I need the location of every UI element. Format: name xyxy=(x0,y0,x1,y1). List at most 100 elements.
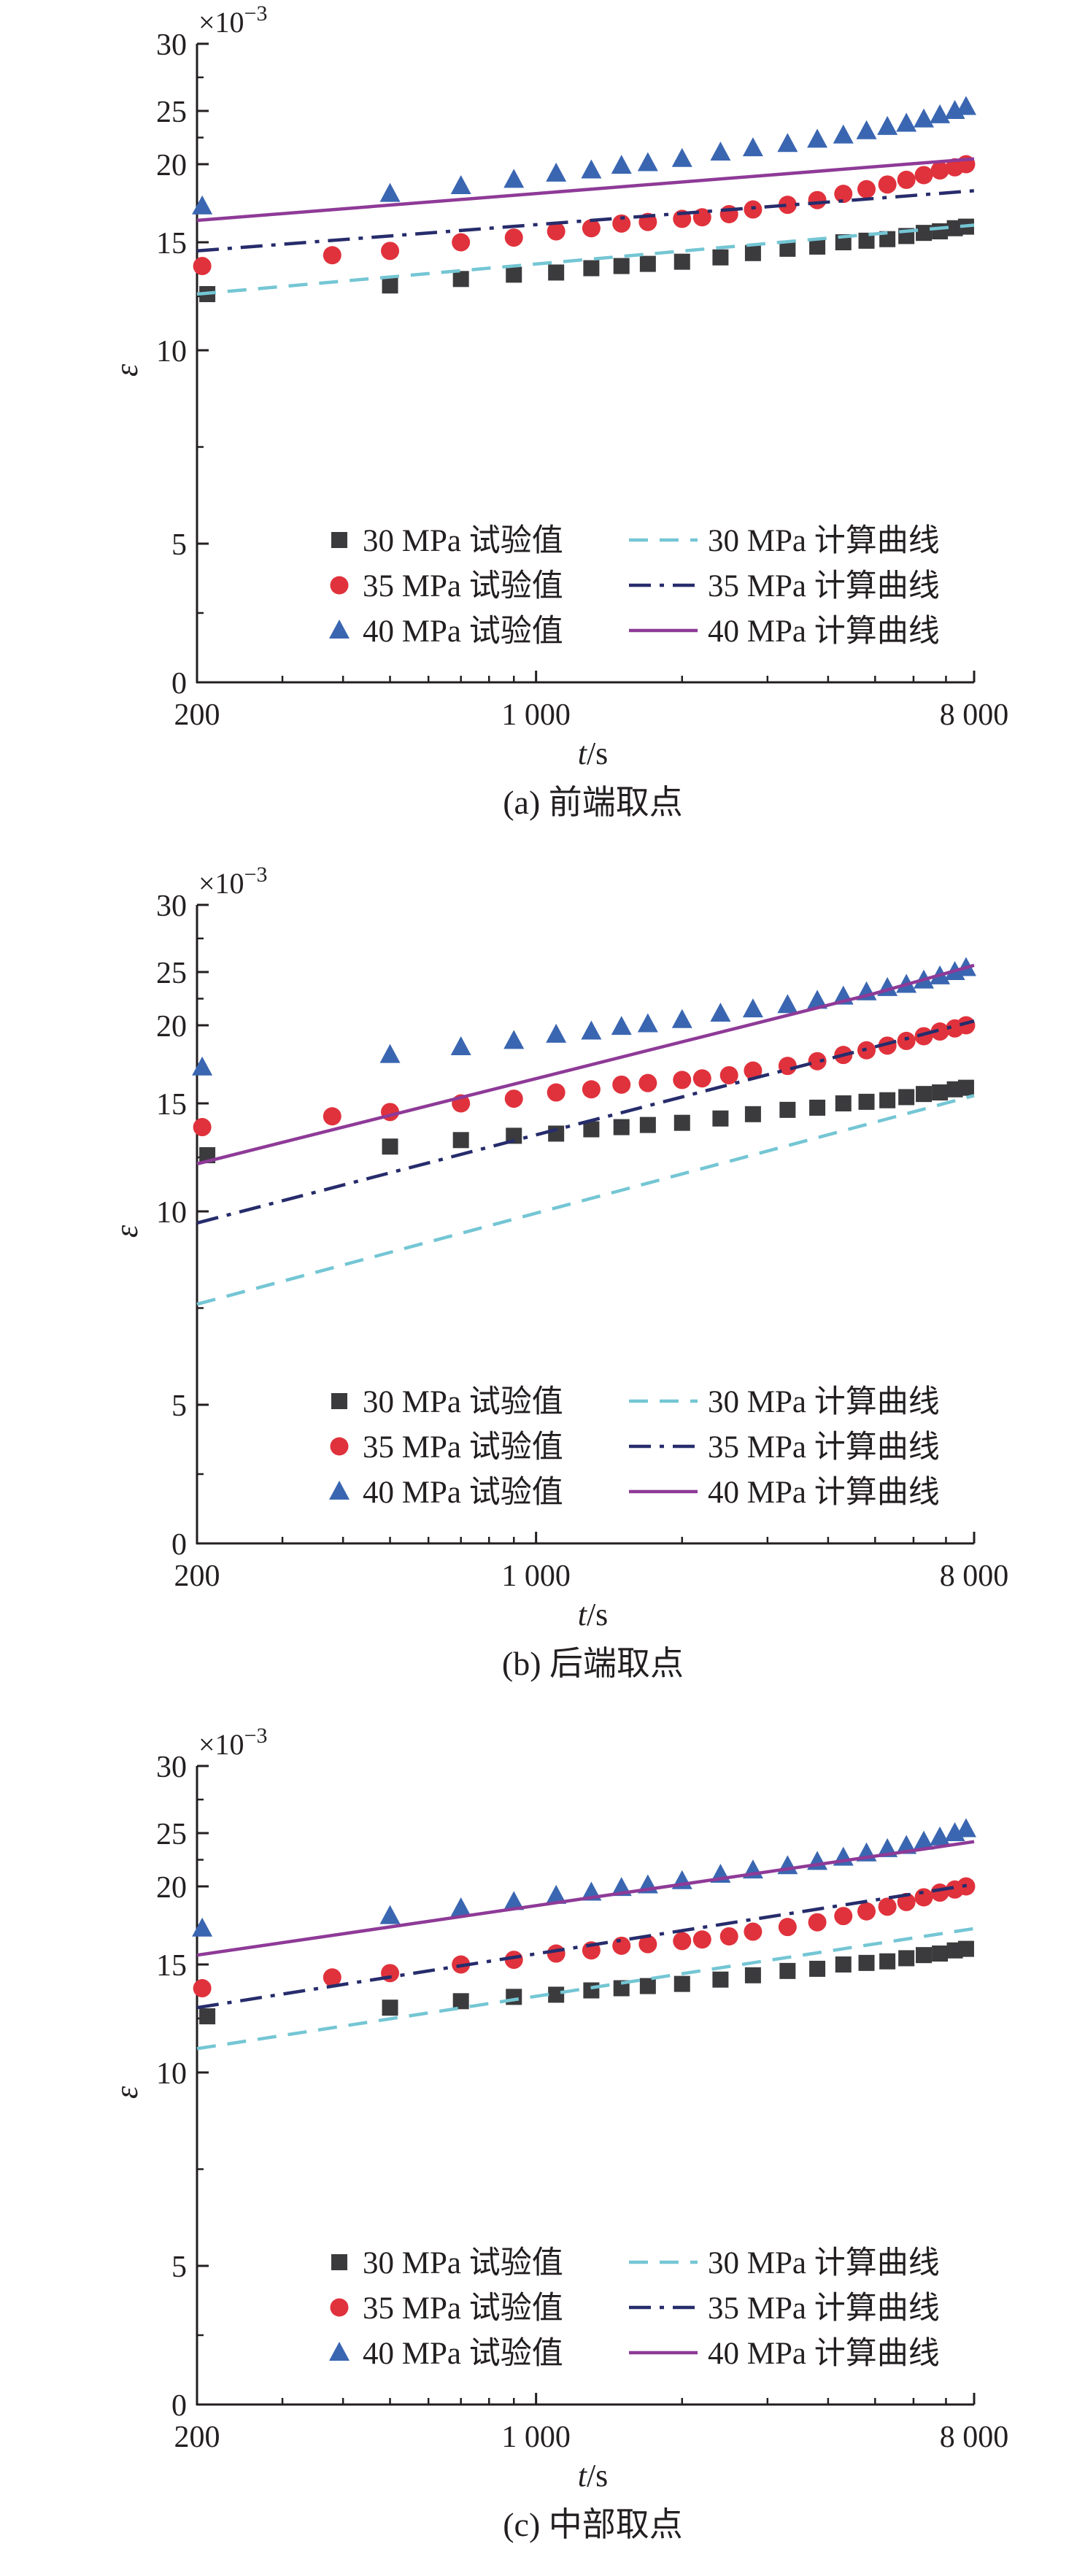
data-point-square xyxy=(712,1110,729,1127)
data-point-circle xyxy=(504,228,523,247)
data-point-circle xyxy=(808,190,827,209)
x-tick-label: 8 000 xyxy=(940,1559,1009,1593)
data-point-circle xyxy=(878,1897,897,1916)
data-point-square xyxy=(506,1127,522,1144)
x-tick-label: 8 000 xyxy=(940,2421,1009,2454)
data-point-square xyxy=(382,277,398,294)
series-line-3 xyxy=(196,1927,975,2051)
data-point-square xyxy=(879,1092,896,1108)
data-point-circle xyxy=(930,1022,949,1041)
data-point-triangle xyxy=(930,1826,951,1846)
data-point-circle xyxy=(778,196,797,215)
y-tick-label: 5 xyxy=(171,1389,187,1423)
series-line-4 xyxy=(196,189,975,253)
legend-label: 40 MPa 计算曲线 xyxy=(708,614,940,649)
data-point-circle xyxy=(612,1075,631,1094)
data-point-triangle xyxy=(581,159,602,179)
data-point-circle xyxy=(857,180,876,198)
data-point-circle xyxy=(778,1918,797,1937)
data-point-circle xyxy=(193,1979,212,1998)
data-point-square xyxy=(199,2008,216,2025)
data-point-triangle xyxy=(192,1917,213,1937)
data-point-square xyxy=(835,1095,852,1111)
panel-caption: (a) 前端取点 xyxy=(503,784,683,821)
data-point-circle xyxy=(878,175,897,194)
data-point-circle xyxy=(193,1118,212,1137)
data-point-square xyxy=(932,1084,949,1101)
y-axis-label: ε xyxy=(109,363,144,377)
data-point-square xyxy=(613,1980,630,1997)
data-point-square xyxy=(673,253,690,270)
x-tick-label: 1 000 xyxy=(501,698,571,732)
data-point-triangle xyxy=(777,133,798,153)
data-point-triangle xyxy=(710,141,731,161)
y-tick-label: 0 xyxy=(171,1528,187,1562)
chart-a: 0 5 10 15 20 25 30 200 1 000 8 000 ×10−3 ε t/s (a) 前端… xyxy=(109,1,1008,821)
legend-label: 35 MPa 试验值 xyxy=(363,568,563,603)
legend-marker-square xyxy=(331,532,347,548)
data-point-triangle xyxy=(914,1830,935,1850)
data-point-triangle xyxy=(546,162,567,182)
y-tick-label: 5 xyxy=(171,2251,187,2284)
data-point-square xyxy=(932,1946,949,1962)
data-point-square xyxy=(916,225,933,242)
data-point-circle xyxy=(897,170,916,189)
y-multiplier: ×10−3 xyxy=(198,1,267,39)
x-tick-label: 200 xyxy=(174,2421,220,2454)
data-point-square xyxy=(548,1986,565,2003)
series-line-3 xyxy=(196,223,975,296)
panel-a: 0 5 10 15 20 25 30 200 1 000 8 000 ×10−3 ε t/s (a) 前端… xyxy=(0,0,1077,854)
data-point-triangle xyxy=(450,174,471,194)
legend-label: 40 MPa 计算曲线 xyxy=(708,1475,940,1510)
data-point-circle xyxy=(857,1902,876,1921)
y-tick-label: 15 xyxy=(156,227,187,261)
data-point-square xyxy=(639,1117,656,1133)
panel-b: 0 5 10 15 20 25 30 200 1 000 8 000 ×10−3 ε t/s (b) 后端… xyxy=(0,861,1077,1715)
data-point-square xyxy=(673,1114,690,1131)
data-point-triangle xyxy=(955,96,976,115)
data-point-square xyxy=(712,249,729,266)
legend-label: 30 MPa 试验值 xyxy=(363,523,563,558)
data-point-square xyxy=(779,1962,796,1979)
data-point-circle xyxy=(914,1027,933,1046)
data-point-square xyxy=(932,223,949,240)
data-point-square xyxy=(548,264,565,281)
data-point-square xyxy=(809,1960,826,1977)
legend-marker-circle xyxy=(330,576,349,595)
legend-label: 30 MPa 计算曲线 xyxy=(708,2245,940,2280)
data-point-triangle xyxy=(777,994,798,1014)
y-tick-label: 25 xyxy=(156,96,187,129)
data-point-triangle xyxy=(637,1013,658,1033)
data-point-triangle xyxy=(807,128,828,148)
data-point-square xyxy=(452,1132,469,1149)
data-point-circle xyxy=(834,1907,853,1926)
data-point-circle xyxy=(323,1107,341,1126)
data-point-square xyxy=(712,1971,729,1988)
data-point-square xyxy=(916,1086,933,1103)
data-point-triangle xyxy=(896,112,917,132)
data-point-triangle xyxy=(546,1023,567,1043)
data-point-square xyxy=(452,271,469,288)
y-tick-label: 15 xyxy=(156,1088,187,1122)
data-point-triangle xyxy=(450,1036,471,1055)
y-tick-label: 15 xyxy=(156,1949,187,1983)
data-point-triangle xyxy=(637,152,658,171)
data-point-square xyxy=(957,1940,974,1957)
legend-marker-square xyxy=(331,1393,347,1409)
data-point-circle xyxy=(673,1071,692,1090)
data-point-circle xyxy=(744,1061,763,1080)
data-point-circle xyxy=(547,222,565,241)
y-tick-label: 25 xyxy=(156,957,187,990)
data-point-square xyxy=(613,258,630,274)
data-point-square xyxy=(583,1982,600,1999)
data-point-triangle xyxy=(833,124,854,144)
y-tick-label: 10 xyxy=(156,335,187,369)
x-axis-label: t/s xyxy=(578,2458,609,2494)
y-tick-label: 10 xyxy=(156,2057,187,2091)
data-point-circle xyxy=(612,1936,631,1955)
panel-caption: (b) 后端取点 xyxy=(502,1645,684,1682)
data-point-circle xyxy=(914,166,933,185)
data-point-triangle xyxy=(856,120,877,139)
legend-marker-circle xyxy=(330,2298,349,2317)
y-tick-label: 20 xyxy=(156,1871,187,1905)
